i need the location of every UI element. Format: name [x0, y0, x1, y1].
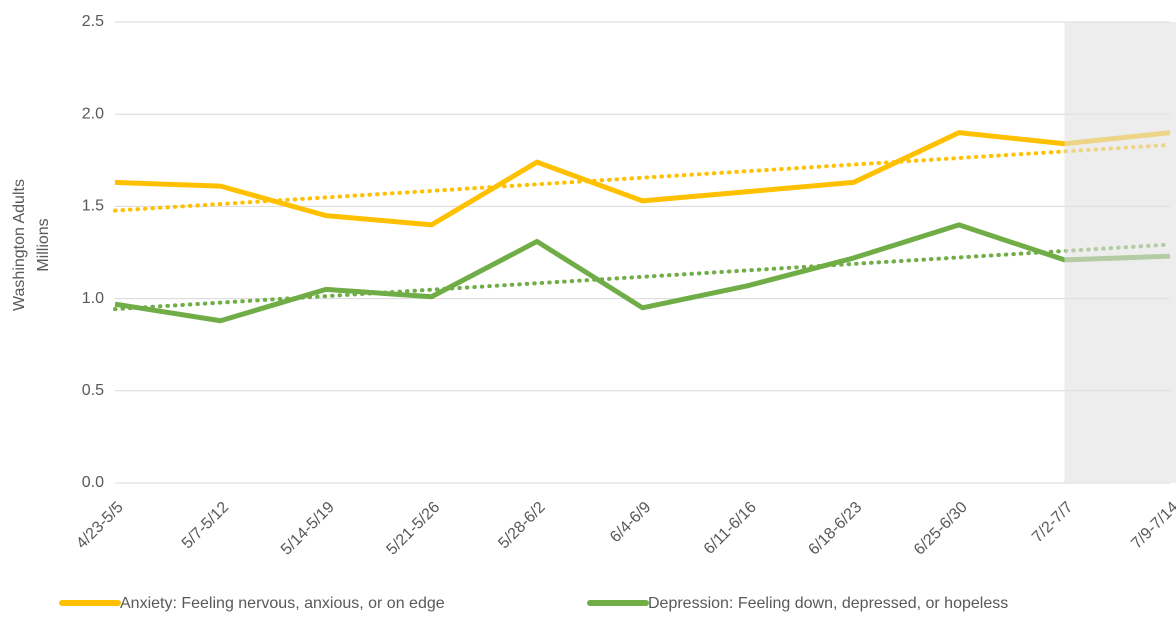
- x-tick-label: 7/2-7/7: [1029, 499, 1076, 546]
- y-tick-label: 2.0: [82, 105, 104, 122]
- y-axis-title-line: Millions: [35, 218, 52, 271]
- series-line: [114, 222, 1171, 324]
- x-tick-label: 5/21-5/26: [383, 499, 443, 559]
- legend-label: Depression: Feeling down, depressed, or …: [648, 595, 1008, 612]
- x-tick-label: 5/7-5/12: [179, 499, 233, 553]
- legend-label: Anxiety: Feeling nervous, anxious, or on…: [120, 595, 445, 612]
- shaded-region: [1064, 22, 1176, 483]
- x-tick-label: 6/4-6/9: [607, 499, 654, 546]
- y-axis-title: Washington Adults Millions: [11, 179, 52, 311]
- y-tick-label: 2.5: [82, 13, 104, 30]
- trendline: [113, 242, 1172, 312]
- x-tick-label: 6/18-6/23: [805, 499, 865, 559]
- y-tick-label: 1.0: [82, 290, 104, 307]
- x-tick-label: 5/28-6/2: [495, 499, 549, 553]
- x-tick-label: 5/14-5/19: [278, 499, 338, 559]
- x-tick-label: 7/9-7/14: [1128, 499, 1176, 553]
- series-line: [114, 130, 1171, 228]
- y-axis-title-line: Washington Adults: [11, 179, 28, 311]
- x-tick-label: 4/23-5/5: [73, 499, 127, 553]
- y-tick-label: 1.5: [82, 198, 104, 215]
- y-tick-label: 0.0: [82, 474, 104, 491]
- y-tick-label: 0.5: [82, 382, 104, 399]
- x-tick-label: 6/25-6/30: [911, 499, 971, 559]
- x-tick-label: 6/11-6/16: [701, 499, 760, 558]
